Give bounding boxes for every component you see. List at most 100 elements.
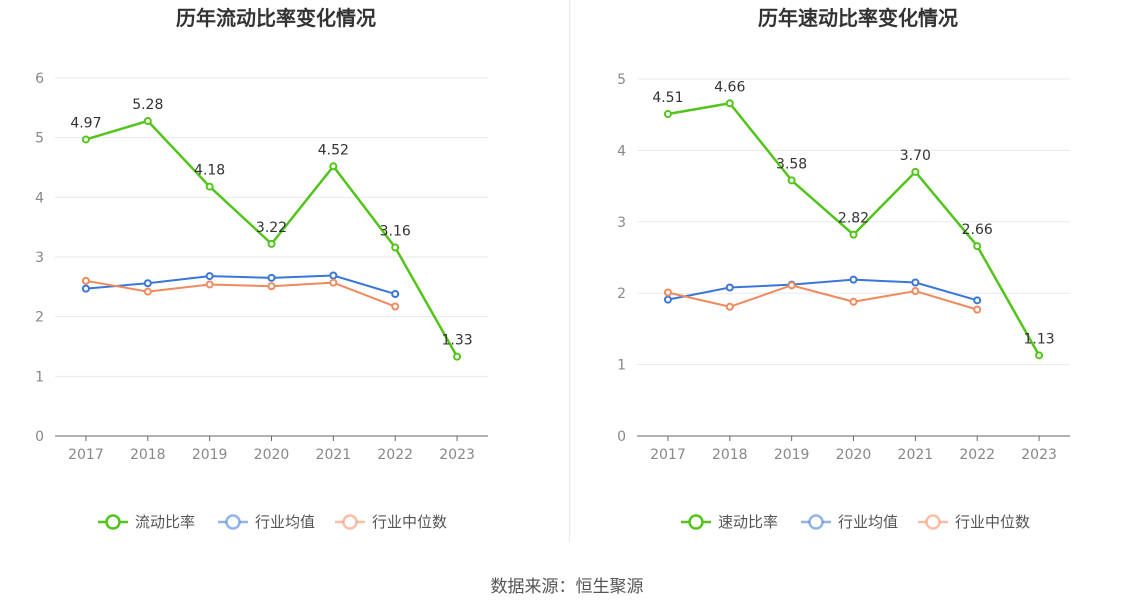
chart-title: 历年流动比率变化情况	[176, 6, 376, 30]
legend-label: 行业均值	[838, 513, 898, 531]
data-point	[663, 295, 672, 304]
y-tick-label: 3	[35, 250, 44, 266]
data-label: 4.18	[194, 163, 225, 179]
legend-label: 行业中位数	[955, 513, 1030, 531]
data-point	[143, 287, 152, 296]
data-point	[725, 99, 734, 108]
data-point	[725, 283, 734, 292]
x-tick-label: 2018	[712, 447, 748, 463]
data-point	[205, 182, 214, 191]
charts-area: 历年流动比率变化情况 0 1 2 3 4 5 6 2017 2018 2019 2020 2021 202…	[35, 6, 1070, 531]
x-tick-label: 2023	[439, 447, 475, 463]
data-point	[81, 135, 90, 144]
x-tick-label: 2019	[192, 447, 228, 463]
legend-label: 行业均值	[255, 513, 315, 531]
data-point	[849, 297, 858, 306]
chart-1: 历年流动比率变化情况 0 1 2 3 4 5 6 2017 2018 2019 2020 2021 202…	[35, 6, 488, 531]
legend-marker-icon	[688, 514, 704, 530]
data-point	[453, 352, 462, 361]
data-point	[973, 242, 982, 251]
y-tick-label: 5	[617, 72, 626, 88]
y-tick-label: 0	[35, 429, 44, 445]
y-tick-label: 1	[617, 358, 626, 374]
data-label: 3.70	[900, 148, 931, 164]
data-point	[81, 276, 90, 285]
data-label: 3.22	[256, 220, 287, 236]
y-tick-label: 4	[617, 143, 626, 159]
data-point	[205, 272, 214, 281]
data-label: 4.51	[652, 90, 683, 106]
data-point	[663, 109, 672, 118]
chart-2: 历年速动比率变化情况 0 1 2 3 4 5 2017 2018 2019 2020 2021 2022…	[617, 6, 1070, 531]
x-tick-label: 2021	[898, 447, 934, 463]
data-label: 1.13	[1023, 331, 1054, 347]
y-tick-label: 6	[35, 71, 44, 87]
legend-item[interactable]: 流动比率	[98, 513, 195, 531]
data-point	[267, 273, 276, 282]
data-label: 4.52	[318, 142, 349, 158]
x-tick-label: 2022	[377, 447, 413, 463]
data-point	[973, 296, 982, 305]
legend-item[interactable]: 行业中位数	[918, 513, 1030, 531]
data-label: 4.97	[70, 115, 101, 131]
data-point	[849, 275, 858, 284]
data-point	[787, 281, 796, 290]
data-point	[391, 302, 400, 311]
data-point	[391, 243, 400, 252]
data-point	[725, 302, 734, 311]
legend-marker-icon	[225, 514, 241, 530]
data-point	[205, 280, 214, 289]
legend-label: 速动比率	[718, 513, 778, 531]
series-line-2	[85, 274, 396, 295]
chart-divider	[569, 0, 570, 542]
legend-label: 行业中位数	[372, 513, 447, 531]
series-line-2	[667, 278, 978, 302]
data-point	[81, 284, 90, 293]
data-point	[1035, 351, 1044, 360]
chart-title: 历年速动比率变化情况	[758, 6, 958, 30]
data-point	[329, 278, 338, 287]
x-tick-label: 2021	[316, 447, 352, 463]
data-point	[849, 230, 858, 239]
data-source: 数据来源：恒生聚源	[490, 577, 644, 597]
data-point	[911, 278, 920, 287]
legend-label: 流动比率	[135, 513, 195, 531]
legend-marker-icon	[808, 514, 824, 530]
y-tick-label: 5	[35, 131, 44, 147]
data-point	[267, 239, 276, 248]
y-tick-label: 4	[35, 190, 44, 206]
data-point	[329, 271, 338, 280]
y-tick-label: 2	[35, 310, 44, 326]
data-point	[391, 289, 400, 298]
data-label: 2.82	[838, 211, 869, 227]
data-point	[911, 167, 920, 176]
legend-item[interactable]: 行业中位数	[335, 513, 447, 531]
data-point	[663, 288, 672, 297]
x-tick-label: 2020	[836, 447, 872, 463]
data-label: 3.16	[380, 223, 411, 239]
data-point	[973, 305, 982, 314]
data-point	[143, 279, 152, 288]
y-tick-label: 2	[617, 286, 626, 302]
data-label: 1.33	[441, 333, 472, 349]
data-label: 3.58	[776, 156, 807, 172]
y-tick-label: 1	[35, 369, 44, 385]
series-line-3	[667, 284, 978, 311]
x-tick-label: 2022	[959, 447, 995, 463]
legend-item[interactable]: 行业均值	[801, 513, 898, 531]
data-point	[329, 162, 338, 171]
x-tick-label: 2019	[774, 447, 810, 463]
legend-item[interactable]: 速动比率	[681, 513, 778, 531]
data-point	[787, 176, 796, 185]
data-point	[143, 116, 152, 125]
legend-marker-icon	[925, 514, 941, 530]
x-tick-label: 2017	[68, 447, 104, 463]
legend-marker-icon	[342, 514, 358, 530]
legend-item[interactable]: 行业均值	[218, 513, 315, 531]
x-tick-label: 2023	[1021, 447, 1057, 463]
data-label: 5.28	[132, 97, 163, 113]
x-tick-label: 2018	[130, 447, 166, 463]
series-line-3	[85, 279, 396, 308]
x-tick-label: 2020	[254, 447, 290, 463]
legend-marker-icon	[105, 514, 121, 530]
